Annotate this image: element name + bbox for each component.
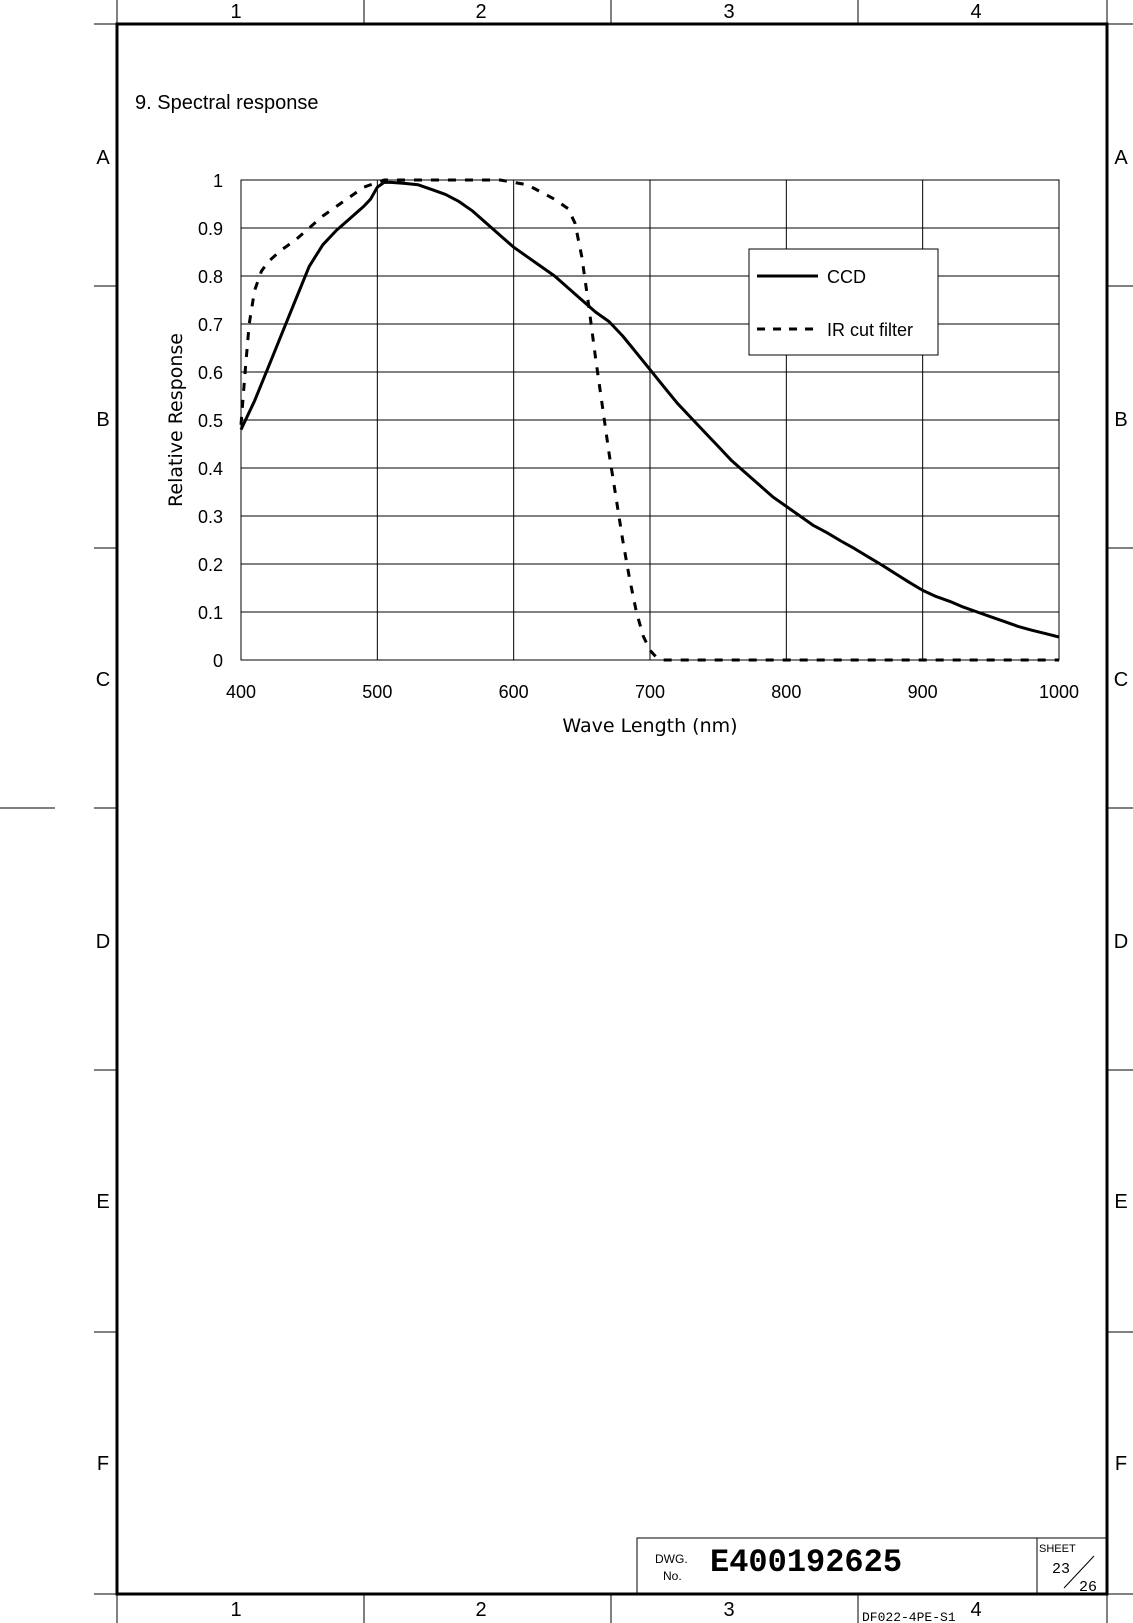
row-label: E [1114, 1191, 1127, 1213]
column-labels-top: 1 2 3 4 [230, 1, 981, 23]
x-tick-labels: 400 500 600 700 800 900 1000 [226, 682, 1079, 702]
y-tick-label: 0 [213, 651, 223, 671]
row-label: A [1114, 147, 1128, 169]
x-tick-label: 1000 [1039, 682, 1079, 702]
series-line-ccd [239, 180, 1060, 639]
sheet-label: SHEET [1039, 1543, 1076, 1555]
row-label: F [1115, 1453, 1127, 1475]
column-label: 3 [723, 1599, 734, 1621]
column-label: 4 [970, 1, 981, 23]
legend-label-ccd: CCD [827, 267, 866, 287]
column-label: 1 [230, 1, 241, 23]
inner-border [115, 22, 1109, 1596]
y-tick-label: 0.5 [198, 411, 223, 431]
x-tick-label: 500 [362, 682, 392, 702]
row-labels-left: A B C D E F [96, 147, 111, 1475]
y-tick-label: 1 [213, 171, 223, 191]
x-axis-title: Wave Length (nm) [562, 715, 737, 737]
x-tick-label: 900 [908, 682, 938, 702]
column-label: 4 [970, 1599, 981, 1621]
row-label: C [96, 669, 110, 691]
column-label: 3 [723, 1, 734, 23]
chart-legend: CCD IR cut filter [748, 248, 939, 356]
sheet-current: 23 [1052, 1561, 1070, 1578]
section-title: 9. Spectral response [135, 92, 318, 114]
row-label: D [96, 931, 110, 953]
y-tick-labels: 0 0.1 0.2 0.3 0.4 0.5 0.6 0.7 0.8 0.9 1 [198, 171, 223, 671]
y-axis-title: Relative Response [165, 333, 187, 507]
spectral-response-chart: 0 0.1 0.2 0.3 0.4 0.5 0.6 0.7 0.8 0.9 1 400 500 600 7… [165, 171, 1079, 737]
column-label: 2 [475, 1599, 486, 1621]
column-label: 1 [230, 1599, 241, 1621]
y-tick-label: 0.3 [198, 507, 223, 527]
row-label: E [96, 1191, 109, 1213]
x-tick-label: 800 [771, 682, 801, 702]
y-tick-label: 0.2 [198, 555, 223, 575]
row-label: B [96, 409, 109, 431]
title-block-box [636, 1537, 1108, 1595]
legend-box [748, 248, 939, 356]
row-label: F [97, 1453, 109, 1475]
x-tick-label: 400 [226, 682, 256, 702]
y-tick-label: 0.6 [198, 363, 223, 383]
sheet-slash [1063, 1555, 1095, 1589]
row-labels-right: A B C D E F [1114, 147, 1129, 1475]
dwg-no-label: No. [663, 1569, 682, 1583]
y-tick-label: 0.9 [198, 219, 223, 239]
sheet-total: 26 [1079, 1579, 1097, 1596]
drawing-number: E400192625 [710, 1544, 902, 1581]
y-tick-label: 0.8 [198, 267, 223, 287]
y-tick-label: 0.4 [198, 459, 223, 479]
y-tick-label: 0.1 [198, 603, 223, 623]
form-code: DF022-4PE-S1 [862, 1610, 956, 1623]
y-tick-label: 0.7 [198, 315, 223, 335]
series-line-ir-cut-filter [239, 178, 1059, 662]
row-label: A [96, 147, 110, 169]
legend-label-ir-cut-filter: IR cut filter [827, 320, 913, 340]
chart-series [239, 178, 1060, 662]
dwg-label: DWG. [655, 1552, 688, 1566]
x-tick-label: 700 [635, 682, 665, 702]
row-label: B [1114, 409, 1127, 431]
title-block: DWG. No. E400192625 SHEET 23 26 DF022-4P… [636, 1537, 1108, 1623]
x-tick-label: 600 [499, 682, 529, 702]
column-labels-bottom: 1 2 3 4 [230, 1599, 981, 1621]
column-label: 2 [475, 1, 486, 23]
row-label: C [1114, 669, 1128, 691]
row-label: D [1114, 931, 1128, 953]
